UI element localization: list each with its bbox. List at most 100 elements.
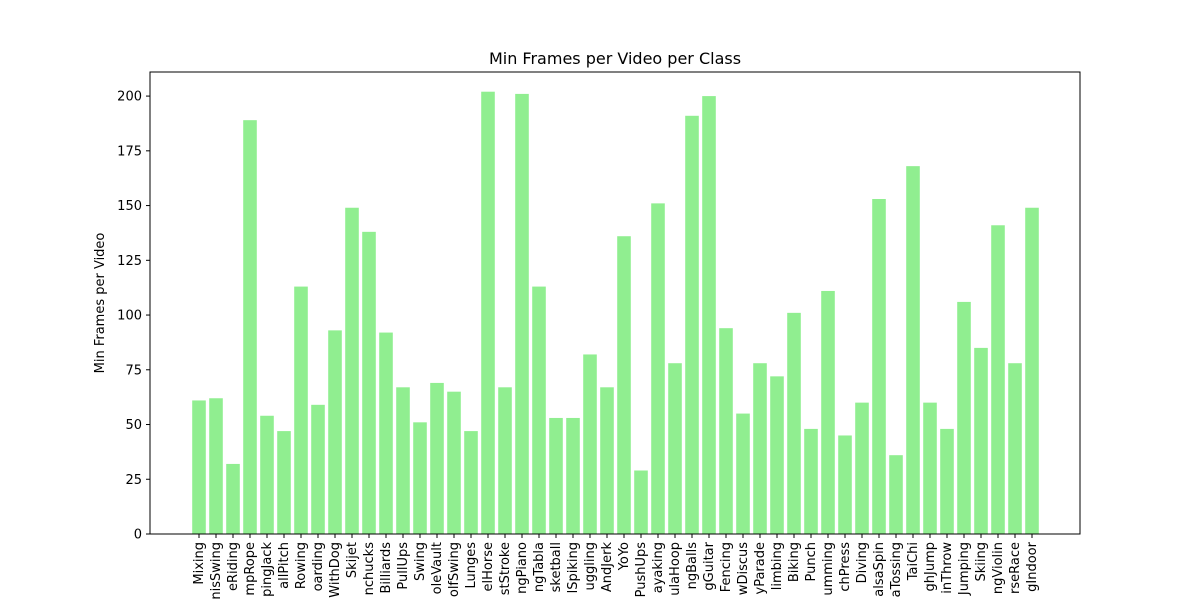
x-tick-label: allPitch	[277, 542, 292, 589]
x-tick-label: PullUps	[396, 542, 411, 590]
bar	[277, 431, 291, 534]
y-tick-label: 100	[117, 309, 142, 324]
x-tick-label: Punch	[804, 542, 819, 581]
bar	[838, 435, 852, 534]
x-tick-label: TaiChi	[906, 542, 921, 581]
x-tick-label: Skijet	[345, 542, 360, 578]
x-tick-label: Rowing	[294, 542, 309, 589]
bar	[668, 363, 682, 534]
bar	[651, 203, 665, 534]
x-tick-label: Diving	[855, 542, 870, 583]
x-tick-label: wDiscus	[736, 542, 751, 595]
x-tick-label: stStroke	[498, 542, 513, 595]
y-tick-label: 75	[125, 363, 142, 378]
bar	[583, 354, 597, 534]
x-tick-label: Billiards	[379, 542, 394, 594]
x-tick-label: mpRope	[243, 542, 258, 596]
bar	[855, 402, 869, 534]
x-tick-label: ngBalls	[685, 542, 700, 590]
x-tick-label: pingJack	[260, 542, 275, 597]
bar	[498, 387, 512, 534]
x-tick-label: gIndoor	[1025, 541, 1040, 591]
x-tick-label: Jumping	[957, 542, 972, 596]
bar	[396, 387, 410, 534]
bar	[974, 347, 988, 534]
x-tick-label: chPress	[838, 542, 853, 592]
bar	[515, 93, 529, 535]
bar	[447, 391, 461, 534]
y-tick-label: 125	[117, 254, 142, 269]
bar	[243, 120, 257, 535]
x-tick-label: rseRace	[1008, 542, 1023, 594]
y-tick-label: 200	[117, 90, 142, 105]
x-tick-label: Biking	[787, 542, 802, 582]
chart-title: Min Frames per Video per Class	[489, 49, 741, 68]
x-tick-label: Skiing	[974, 542, 989, 582]
x-tick-label: uggling	[583, 542, 598, 590]
y-tick-label: 0	[134, 528, 142, 543]
bar	[957, 301, 971, 534]
bar	[209, 398, 223, 534]
bar	[787, 312, 801, 534]
x-tick-label: ngPiano	[515, 542, 530, 594]
bar	[294, 286, 308, 534]
bar	[379, 332, 393, 534]
x-tick-label: Lunges	[464, 542, 479, 589]
x-tick-label: PushUps	[634, 542, 649, 598]
bar	[328, 330, 342, 534]
x-tick-label: yParade	[753, 542, 768, 594]
x-axis: Mixing nisSwing eRiding mpRope pingJack allPi…	[192, 534, 1040, 600]
x-tick-label: gGuitar	[702, 541, 717, 590]
bar	[889, 455, 903, 534]
bar	[600, 387, 614, 534]
bar	[345, 207, 359, 534]
x-tick-label: Swing	[413, 542, 428, 581]
x-tick-label: ulaHoop	[668, 542, 683, 596]
bar	[192, 400, 206, 534]
y-tick-label: 50	[125, 418, 142, 433]
x-tick-label: WithDog	[328, 542, 343, 598]
x-tick-label: olfSwing	[447, 542, 462, 597]
x-tick-label: oleVault	[430, 542, 445, 594]
x-tick-label: Mixing	[192, 542, 207, 585]
bar	[566, 417, 580, 534]
bar	[940, 428, 954, 534]
bar	[481, 91, 495, 535]
bar	[753, 363, 767, 534]
bar	[617, 236, 631, 534]
x-tick-label: lSpiking	[566, 542, 581, 593]
bar	[804, 428, 818, 534]
bar	[430, 382, 444, 534]
y-axis: 0 25 50 75 100 125 150 175 200	[117, 90, 150, 543]
y-axis-label: Min Frames per Video	[93, 233, 108, 374]
bar	[1025, 207, 1039, 534]
x-tick-label: Fencing	[719, 542, 734, 592]
bar	[923, 402, 937, 534]
x-tick-label: inThrow	[940, 542, 955, 594]
x-tick-label: umming	[821, 542, 836, 596]
x-tick-label: eRiding	[226, 542, 241, 591]
bar	[685, 115, 699, 534]
bar	[464, 431, 478, 534]
x-tick-label: ngTabla	[532, 542, 547, 592]
x-tick-label: YoYo	[617, 542, 632, 571]
y-tick-label: 25	[125, 473, 142, 488]
bar	[821, 290, 835, 534]
bar	[362, 231, 376, 534]
bar	[226, 463, 240, 534]
bar	[872, 199, 886, 534]
bar	[770, 376, 784, 534]
bar	[736, 413, 750, 534]
x-tick-label: elHorse	[481, 542, 496, 591]
x-tick-label: ayaking	[651, 542, 666, 593]
bar	[906, 166, 920, 534]
plot-frame	[149, 71, 1081, 535]
bar	[1008, 363, 1022, 534]
x-tick-label: nchucks	[362, 542, 377, 596]
bar	[702, 96, 716, 534]
bars-group	[192, 91, 1039, 535]
bar	[991, 225, 1005, 534]
x-tick-label: sketball	[549, 542, 564, 592]
y-tick-label: 175	[117, 144, 142, 159]
